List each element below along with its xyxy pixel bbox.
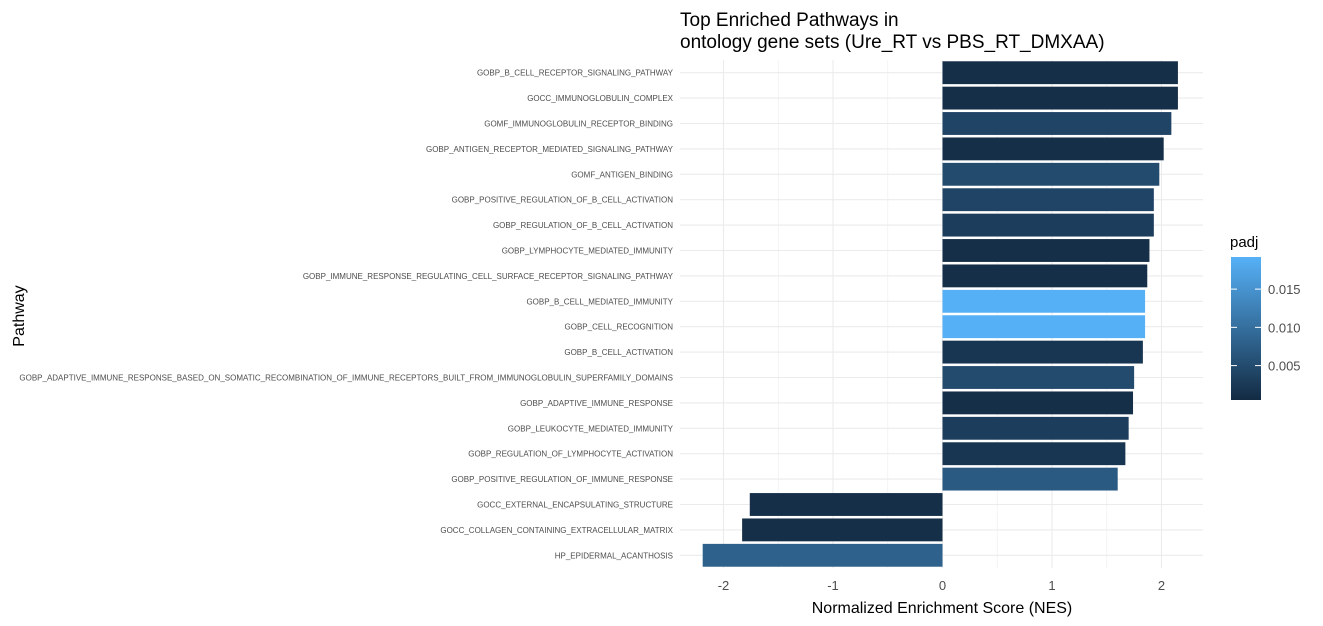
bar: [942, 289, 1146, 313]
legend-tick-label: 0.015: [1268, 282, 1301, 297]
y-tick-label: GOBP_ANTIGEN_RECEPTOR_MEDIATED_SIGNALING…: [426, 145, 674, 154]
x-tick-label: -2: [718, 578, 730, 593]
bar: [942, 86, 1178, 110]
legend-title: padj: [1230, 234, 1258, 251]
x-axis-tick-labels: -2 -1 0 1 2: [718, 578, 1165, 593]
y-tick-label: GOBP_POSITIVE_REGULATION_OF_IMMUNE_RESPO…: [451, 475, 673, 484]
x-tick-label: 2: [1158, 578, 1165, 593]
x-tick-label: -1: [827, 578, 839, 593]
chart-title-line-1: Top Enriched Pathways in: [680, 10, 899, 31]
x-tick-label: 1: [1048, 578, 1055, 593]
y-tick-label: GOMF_IMMUNOGLOBULIN_RECEPTOR_BINDING: [484, 120, 673, 129]
bar: [749, 493, 943, 516]
bar: [942, 61, 1178, 85]
y-tick-label: GOBP_REGULATION_OF_B_CELL_ACTIVATION: [493, 221, 673, 230]
chart-title-line-2: ontology gene sets (Ure_RT vs PBS_RT_DMX…: [680, 32, 1105, 53]
legend-tick-label: 0.010: [1268, 320, 1301, 335]
y-tick-label: GOCC_IMMUNOGLOBULIN_COMPLEX: [527, 94, 673, 103]
y-tick-label: GOMF_ANTIGEN_BINDING: [571, 170, 673, 179]
y-tick-label: GOBP_ADAPTIVE_IMMUNE_RESPONSE_BASED_ON_S…: [19, 374, 673, 383]
legend-ticks: 0.005 0.010 0.015: [1231, 282, 1301, 374]
y-tick-label: GOBP_POSITIVE_REGULATION_OF_B_CELL_ACTIV…: [452, 196, 674, 205]
y-axis-title: Pathway: [11, 285, 28, 346]
bar: [942, 340, 1143, 364]
bar: [942, 188, 1154, 212]
bar: [942, 112, 1172, 135]
bar: [942, 416, 1129, 440]
y-tick-label: GOBP_B_CELL_MEDIATED_IMMUNITY: [526, 297, 673, 306]
y-tick-label: GOBP_ADAPTIVE_IMMUNE_RESPONSE: [520, 399, 673, 408]
y-tick-label: GOCC_EXTERNAL_ENCAPSULATING_STRUCTURE: [477, 501, 673, 510]
bar: [942, 391, 1134, 415]
bar: [942, 315, 1146, 339]
bars: [702, 61, 1178, 567]
y-tick-label: HP_EPIDERMAL_ACANTHOSIS: [555, 551, 673, 560]
y-tick-label: GOBP_IMMUNE_RESPONSE_REGULATING_CELL_SUR…: [303, 272, 674, 281]
bar: [742, 518, 943, 542]
grid-lines: [680, 60, 1203, 568]
y-tick-label: GOBP_B_CELL_ACTIVATION: [564, 348, 673, 357]
bar: [942, 442, 1126, 466]
bar: [702, 543, 943, 567]
bar: [942, 264, 1148, 288]
bar: [942, 239, 1150, 262]
bar: [942, 467, 1118, 491]
y-tick-label: GOBP_LEUKOCYTE_MEDIATED_IMMUNITY: [508, 424, 674, 433]
bar: [942, 137, 1164, 161]
bar: [942, 366, 1135, 389]
y-tick-label: GOBP_LYMPHOCYTE_MEDIATED_IMMUNITY: [502, 247, 674, 256]
legend-colorbar: [1231, 257, 1261, 400]
y-tick-label: GOBP_CELL_RECOGNITION: [565, 323, 674, 332]
x-tick-label: 0: [939, 578, 946, 593]
y-tick-label: GOBP_REGULATION_OF_LYMPHOCYTE_ACTIVATION: [468, 450, 673, 459]
legend-tick-label: 0.005: [1268, 359, 1301, 374]
color-legend: padj 0.005 0.010 0.015: [1230, 234, 1301, 400]
y-axis-tick-labels: GOBP_B_CELL_RECEPTOR_SIGNALING_PATHWAY GO…: [19, 69, 673, 561]
x-axis-title: Normalized Enrichment Score (NES): [812, 600, 1073, 617]
y-tick-label: GOCC_COLLAGEN_CONTAINING_EXTRACELLULAR_M…: [440, 526, 673, 535]
bar: [942, 213, 1154, 237]
y-tick-label: GOBP_B_CELL_RECEPTOR_SIGNALING_PATHWAY: [477, 69, 674, 78]
bar: [942, 162, 1160, 186]
